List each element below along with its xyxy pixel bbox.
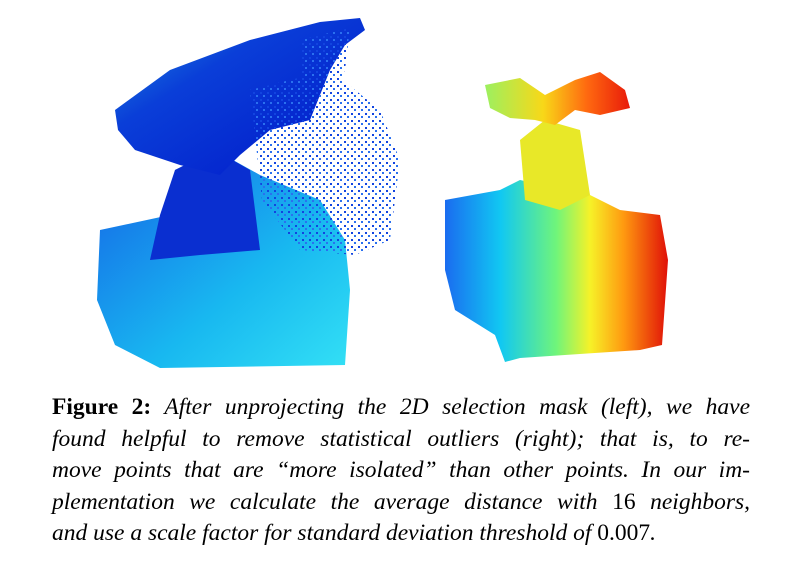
caption-line: plementation we calculate the average di… (52, 487, 750, 519)
caption-line: Figure 2: After unprojecting the 2D sele… (52, 392, 750, 424)
caption-text: . (650, 520, 657, 546)
caption-text: plementation we calculate the average di… (52, 488, 598, 515)
right-point-cloud (445, 72, 668, 362)
caption-text: and use a scale factor for standard devi… (52, 520, 592, 546)
caption-number: 0.007 (597, 520, 651, 546)
caption-text: neighbors, (650, 488, 750, 515)
caption-line: and use a scale factor for standard devi… (52, 518, 750, 550)
figure-label: Figure 2: (52, 394, 152, 420)
caption-line: found helpful to remove statistical outl… (52, 424, 750, 456)
caption-text: found helpful to remove statistical outl… (52, 425, 750, 452)
caption-text: move points that are “more isolated” tha… (52, 457, 750, 483)
figure-caption: Figure 2: After unprojecting the 2D sele… (52, 392, 750, 550)
caption-text: After unprojecting the 2D selection mask… (164, 394, 751, 420)
caption-line: move points that are “more isolated” tha… (52, 455, 750, 487)
figure-images (97, 18, 668, 368)
left-point-cloud (97, 18, 400, 368)
caption-number: 16 (612, 488, 636, 515)
